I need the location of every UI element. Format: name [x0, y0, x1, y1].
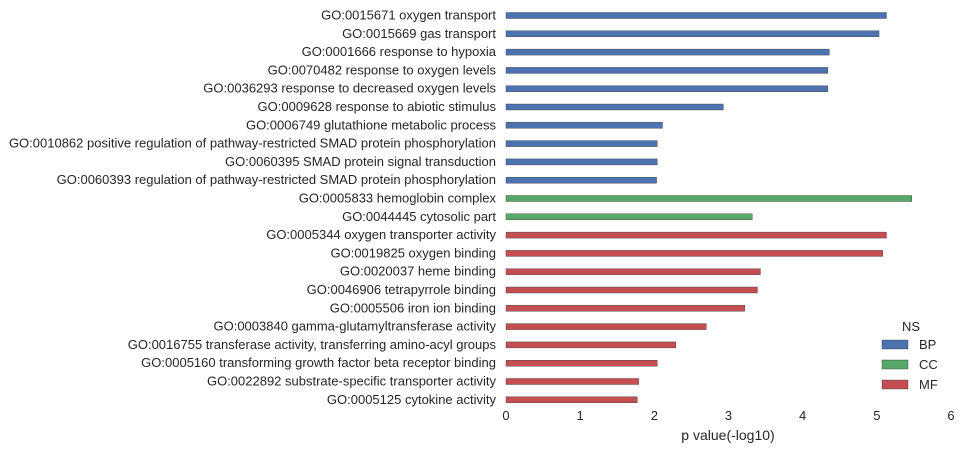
bar-bp [505, 30, 880, 37]
bar-mf [505, 268, 761, 275]
category-label: GO:0015669 gas transport [342, 26, 496, 41]
bar-bp [505, 12, 887, 19]
bar-bp [505, 48, 830, 56]
category-label: GO:0005506 iron ion binding [330, 300, 496, 315]
category-label: GO:0060395 SMAD protein signal transduct… [225, 154, 496, 169]
bar-mf [505, 378, 639, 385]
x-tick-label: 6 [947, 408, 954, 423]
legend: NS BP CC MF [881, 319, 938, 392]
legend-label-bp: BP [919, 337, 936, 352]
category-label: GO:0005344 oxygen transporter activity [266, 227, 496, 242]
x-tick-label: 0 [502, 408, 509, 423]
legend-label-cc: CC [919, 357, 938, 372]
bar-cc [505, 213, 753, 221]
category-label: GO:0015671 oxygen transport [321, 8, 496, 23]
x-axis-label: p value(-log10) [681, 427, 774, 443]
bar-mf [505, 396, 638, 403]
bar-mf [505, 250, 883, 257]
legend-label-mf: MF [919, 377, 938, 392]
bar-bp [505, 140, 658, 147]
category-label: GO:0019825 oxygen binding [330, 245, 496, 260]
bar-bp [505, 85, 829, 92]
category-label: GO:0006749 glutathione metabolic process [246, 117, 497, 132]
bar-bp [505, 176, 657, 184]
category-label: GO:0070482 response to oxygen levels [268, 62, 497, 77]
category-label: GO:0005833 hemoglobin complex [299, 191, 497, 206]
bars [505, 12, 912, 403]
category-label: GO:0005125 cytokine activity [327, 392, 497, 407]
bar-bp [505, 122, 663, 129]
category-label: GO:0044445 cytosolic part [342, 209, 496, 224]
legend-swatch-bp [881, 339, 909, 350]
bar-cc [505, 195, 912, 202]
category-label: GO:0046906 tetrapyrrole binding [307, 282, 496, 297]
category-label: GO:0020037 heme binding [340, 264, 496, 279]
category-label: GO:0016755 transferase activity, transfe… [128, 337, 497, 352]
category-label: GO:0060393 regulation of pathway-restric… [57, 172, 496, 187]
x-axis-ticks: 0 1 2 3 4 5 6 [502, 408, 954, 423]
category-label: GO:0009628 response to abiotic stimulus [258, 99, 497, 114]
category-label: GO:0010862 positive regulation of pathwa… [9, 136, 496, 151]
bar-bp [505, 103, 724, 111]
category-label: GO:0003840 gamma-glutamyltransferase act… [213, 319, 496, 334]
x-tick-label: 5 [873, 408, 880, 423]
x-tick-label: 4 [799, 408, 806, 423]
bar-mf [505, 286, 758, 294]
bar-bp [505, 158, 658, 166]
bar-bp [505, 67, 829, 74]
bar-mf [505, 305, 746, 312]
legend-title: NS [902, 319, 920, 334]
category-label: GO:0036293 response to decreased oxygen … [203, 81, 496, 96]
bar-mf [505, 323, 707, 330]
x-tick-label: 2 [651, 408, 658, 423]
category-label: GO:0001666 response to hypoxia [302, 44, 497, 59]
legend-swatch-cc [881, 359, 909, 370]
x-tick-label: 1 [577, 408, 584, 423]
legend-swatch-mf [881, 379, 909, 390]
category-labels: GO:0015671 oxygen transport GO:0015669 ga… [9, 8, 497, 407]
category-label: GO:0022892 substrate-specific transporte… [207, 374, 497, 389]
bar-mf [505, 360, 658, 367]
category-label: GO:0005160 transforming growth factor be… [141, 355, 496, 370]
bar-mf [505, 231, 887, 239]
bar-mf [505, 341, 677, 349]
x-tick-label: 3 [725, 408, 732, 423]
